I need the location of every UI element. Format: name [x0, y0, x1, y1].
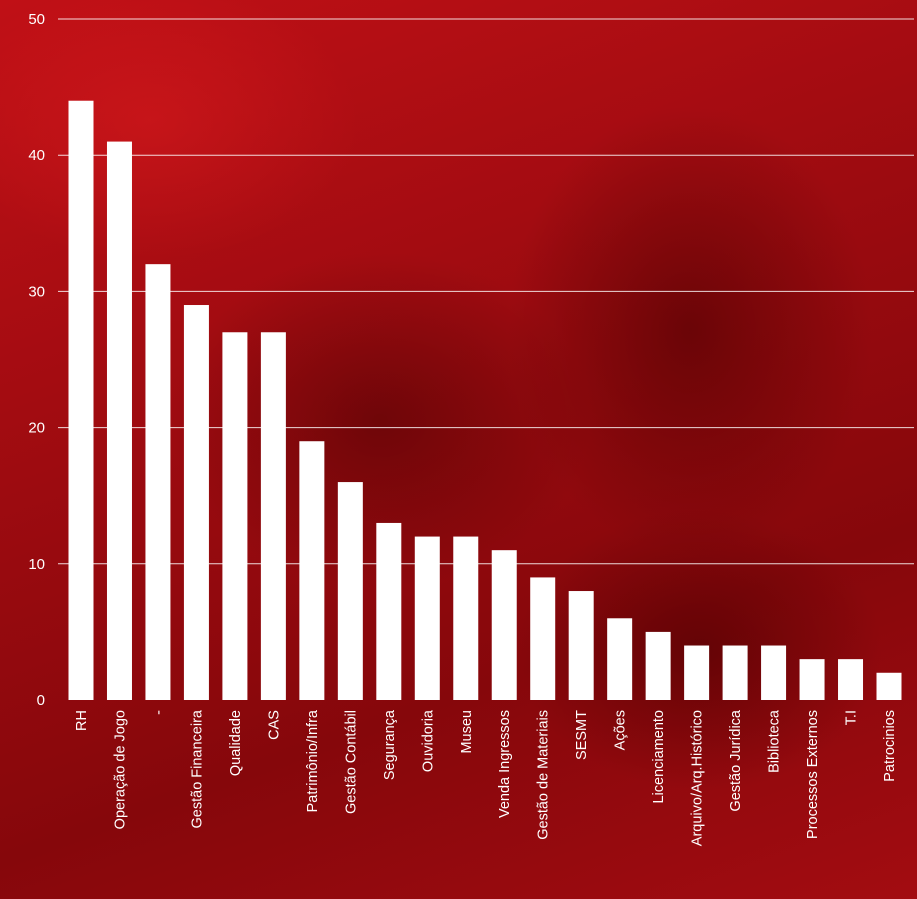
bar — [106, 141, 132, 700]
bar — [838, 659, 864, 700]
bar — [183, 305, 209, 700]
y-tick-label: 50 — [28, 11, 45, 28]
y-tick-label: 10 — [28, 556, 45, 573]
x-category-label: Segurança — [382, 709, 398, 780]
bars — [68, 100, 902, 701]
y-tick-label: 0 — [37, 692, 45, 709]
x-category-label: RH — [74, 710, 90, 731]
x-category-label: Patrimônio/Infra — [305, 709, 321, 812]
bar — [722, 645, 748, 700]
bar — [684, 645, 710, 700]
x-category-label: Museu — [459, 710, 475, 754]
y-axis-ticks: 0 10 20 30 40 50 — [28, 11, 45, 709]
bar — [337, 482, 363, 700]
bar — [761, 645, 787, 700]
y-tick-label: 30 — [28, 283, 45, 300]
x-category-label: Operação de Jogo — [112, 710, 128, 829]
bar — [453, 536, 479, 700]
x-category-label: T.I — [844, 710, 860, 725]
x-category-label: Arquivo/Arq.Histórico — [690, 710, 706, 846]
bar — [568, 591, 594, 700]
x-category-label: Gestão Contábil — [343, 710, 359, 814]
x-category-label: Ações — [613, 710, 629, 750]
bar — [414, 536, 440, 700]
bar — [299, 441, 325, 700]
bar — [222, 332, 248, 700]
x-category-label: - — [151, 710, 167, 715]
y-tick-label: 20 — [28, 420, 45, 437]
x-category-label: Gestão Jurídica — [728, 709, 744, 811]
x-axis-labels: RH Operação de Jogo - Gestão Financeira Qual… — [74, 709, 898, 846]
bar — [607, 618, 633, 700]
x-category-label: Patrocinios — [882, 710, 898, 782]
x-category-label: Gestão Financeira — [189, 709, 205, 828]
bar — [491, 550, 517, 700]
bar — [68, 100, 94, 701]
bar — [530, 577, 556, 700]
bar — [645, 631, 671, 700]
x-category-label: CAS — [266, 710, 282, 740]
x-category-label: Licenciamento — [651, 710, 667, 804]
x-category-label: Venda Ingressos — [497, 710, 513, 818]
x-category-label: Qualidade — [228, 710, 244, 776]
x-category-label: Gestão de Materiais — [536, 710, 552, 840]
x-category-label: Processos Externos — [805, 710, 821, 839]
x-category-label: Biblioteca — [767, 709, 783, 773]
x-category-label: SESMT — [574, 710, 590, 760]
bar — [145, 264, 171, 700]
bar — [876, 672, 902, 700]
bar — [260, 332, 286, 700]
bar — [799, 659, 825, 700]
x-category-label: Ouvidoria — [420, 709, 436, 772]
y-tick-label: 40 — [28, 147, 45, 164]
bar — [376, 522, 402, 700]
